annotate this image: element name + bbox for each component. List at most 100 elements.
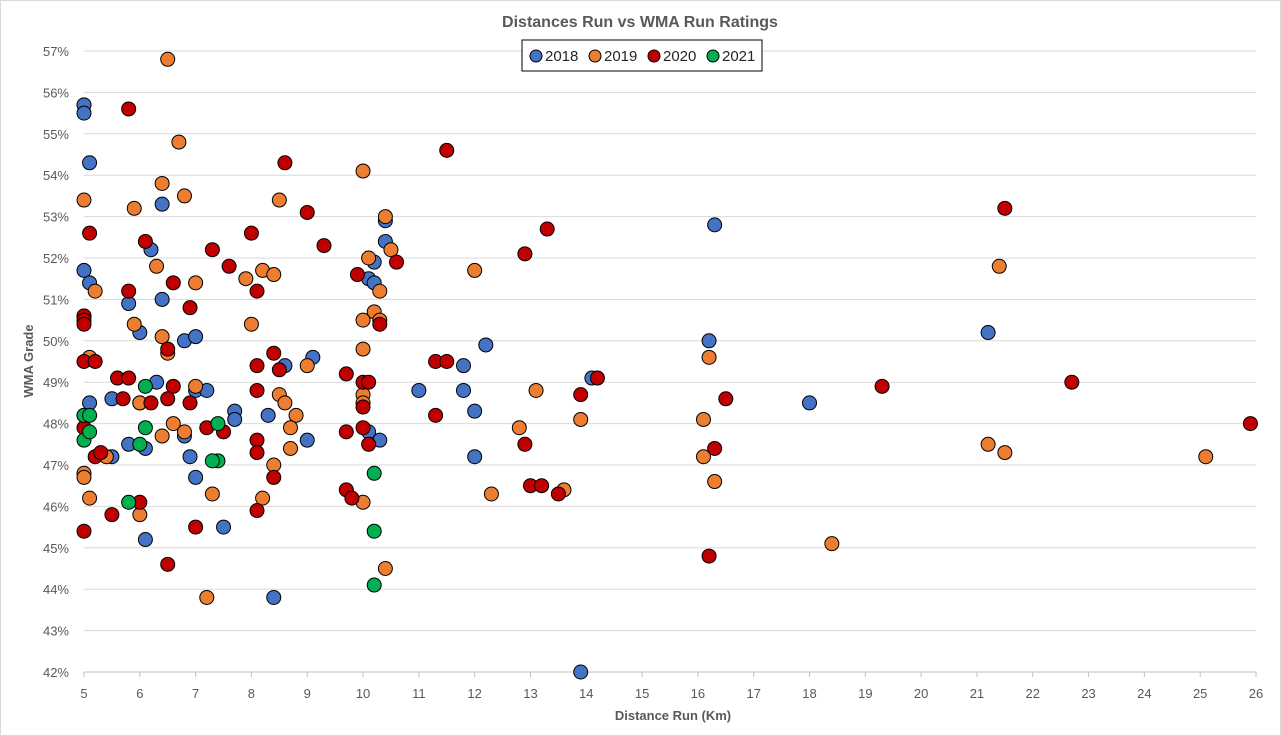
data-point-2021 [366, 523, 382, 539]
x-tick-label: 18 [802, 686, 816, 701]
data-point-2018 [227, 411, 243, 427]
data-point-2020 [93, 445, 109, 461]
y-axis: 42% 43% 44% 45% 46% 47% 48% 49% 50% 51% 52% 53% 54% 5… [43, 44, 69, 680]
data-point-2018 [467, 449, 483, 465]
x-tick-label: 7 [192, 686, 199, 701]
legend: 2018 2019 2020 2021 [521, 39, 763, 72]
legend-box [521, 39, 763, 72]
y-tick-label: 44% [43, 582, 69, 597]
data-point-2020 [143, 395, 159, 411]
data-point-2020 [701, 548, 717, 564]
data-point-2019 [76, 469, 92, 485]
data-point-2020 [355, 420, 371, 436]
y-tick-label: 52% [43, 251, 69, 266]
data-point-2021 [132, 436, 148, 452]
data-point-2018 [216, 519, 232, 535]
data-point-2019 [154, 175, 170, 191]
data-point-2020 [165, 378, 181, 394]
data-point-2019 [824, 536, 840, 552]
data-point-2020 [266, 345, 282, 361]
data-point-2021 [137, 378, 153, 394]
data-point-2020 [271, 362, 287, 378]
data-point-2020 [718, 391, 734, 407]
data-point-2019 [126, 200, 142, 216]
data-point-2019 [255, 490, 271, 506]
data-point-2020 [182, 300, 198, 316]
data-point-2020 [277, 155, 293, 171]
data-point-2019 [701, 349, 717, 365]
data-point-2020 [121, 370, 137, 386]
data-point-2019 [188, 275, 204, 291]
data-point-2021 [366, 577, 382, 593]
data-point-2021 [366, 465, 382, 481]
data-point-2019 [277, 395, 293, 411]
data-point-2020 [534, 478, 550, 494]
data-point-2019 [266, 267, 282, 283]
data-point-2018 [467, 403, 483, 419]
x-tick-label: 6 [136, 686, 143, 701]
legend-label-2020: 2020 [663, 48, 696, 65]
x-tick-label: 23 [1081, 686, 1095, 701]
data-point-2020 [550, 486, 566, 502]
data-point-2019 [154, 428, 170, 444]
data-point-2020 [243, 225, 259, 241]
data-point-2020 [160, 391, 176, 407]
legend-marker-2018 [529, 49, 543, 63]
data-point-2020 [160, 556, 176, 572]
data-point-2020 [349, 267, 365, 283]
data-point-2018 [76, 105, 92, 121]
data-point-2019 [573, 411, 589, 427]
data-point-2019 [266, 457, 282, 473]
data-point-2020 [874, 378, 890, 394]
x-tick-label: 17 [746, 686, 760, 701]
x-tick-label: 22 [1026, 686, 1040, 701]
data-point-2018 [456, 382, 472, 398]
data-point-2019 [528, 382, 544, 398]
data-point-2020 [539, 221, 555, 237]
gridlines [84, 50, 1256, 632]
data-point-2020 [249, 358, 265, 374]
data-point-2018 [82, 155, 98, 171]
data-point-2020 [338, 366, 354, 382]
data-point-2019 [132, 507, 148, 523]
data-point-2019 [299, 358, 315, 374]
data-point-2019 [243, 316, 259, 332]
data-point-2020 [121, 101, 137, 117]
data-point-2020 [517, 246, 533, 262]
x-tick-label: 11 [412, 686, 426, 701]
data-point-2019 [355, 163, 371, 179]
data-point-2018 [802, 395, 818, 411]
data-point-2020 [249, 503, 265, 519]
data-point-2020 [316, 238, 332, 254]
data-point-2020 [299, 204, 315, 220]
data-point-2020 [266, 469, 282, 485]
data-point-2018 [188, 469, 204, 485]
data-point-2018 [137, 532, 153, 548]
y-tick-label: 56% [43, 85, 69, 100]
data-point-2020 [1242, 416, 1258, 432]
data-point-2018 [82, 395, 98, 411]
data-point-2020 [361, 374, 377, 390]
data-point-2020 [517, 436, 533, 452]
data-point-2020 [204, 242, 220, 258]
data-point-2020 [182, 395, 198, 411]
data-point-2021 [137, 420, 153, 436]
series-2019 [76, 51, 1214, 605]
x-tick-label: 14 [579, 686, 593, 701]
data-point-2020 [439, 354, 455, 369]
x-tick-label: 13 [523, 686, 537, 701]
data-point-2020 [344, 490, 360, 506]
data-point-2018 [266, 589, 282, 605]
x-tick-label: 16 [691, 686, 705, 701]
x-tick-label: 8 [248, 686, 255, 701]
data-point-2018 [154, 291, 170, 307]
legend-marker-2019 [588, 49, 602, 63]
data-point-2020 [249, 283, 265, 299]
x-tick-label: 19 [858, 686, 872, 701]
data-point-2020 [104, 507, 120, 523]
y-axis-title: WMA Grade [21, 324, 36, 397]
series-2018 [76, 97, 996, 680]
data-point-2020 [82, 225, 98, 241]
x-tick-label: 5 [80, 686, 87, 701]
data-point-2021 [210, 416, 226, 432]
